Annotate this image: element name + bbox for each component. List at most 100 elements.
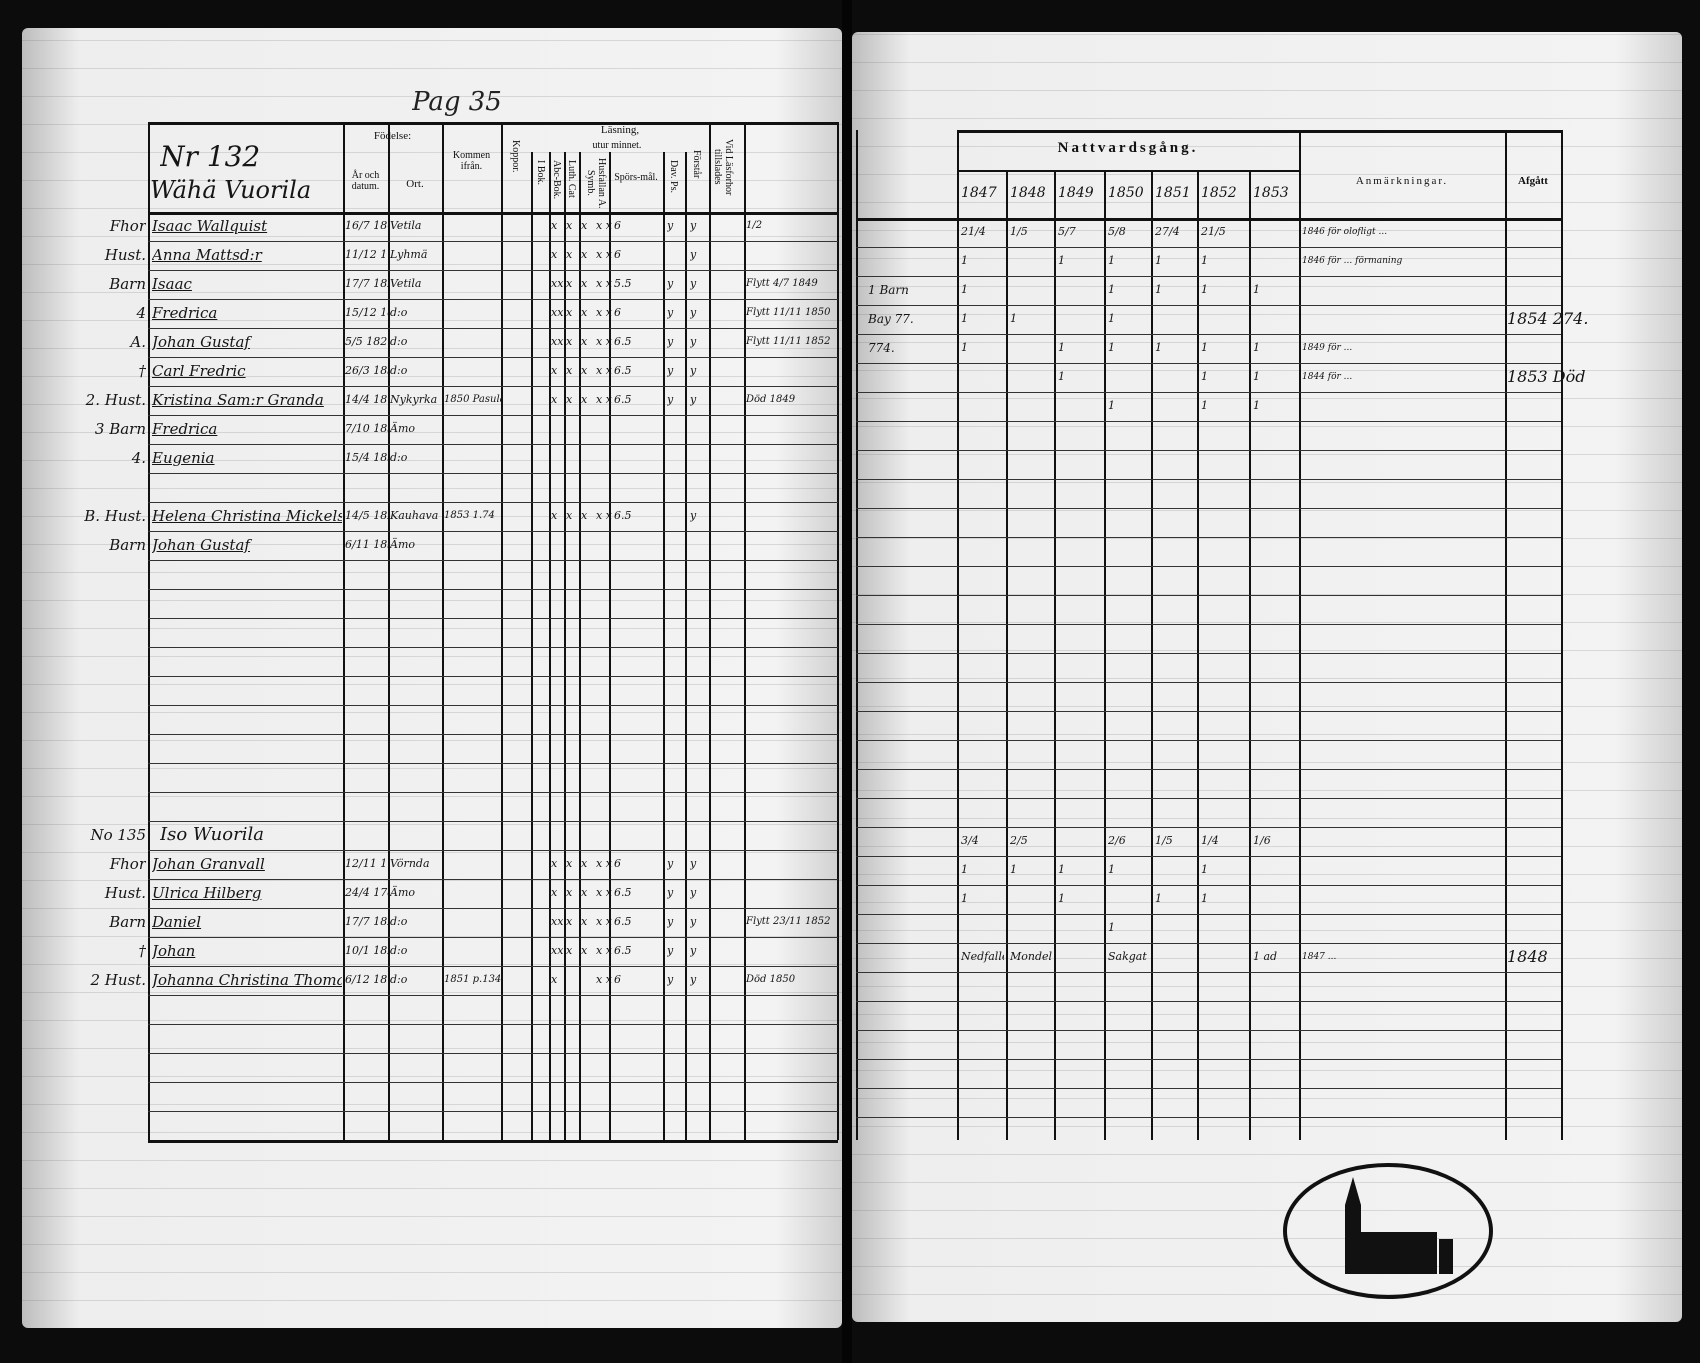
row-birth-place: Kauhava <box>390 509 439 522</box>
reading-mark: x <box>566 509 573 522</box>
row-role: Barn <box>109 536 146 554</box>
communion-mark <box>1155 392 1195 420</box>
reading-mark: x <box>551 886 558 899</box>
column-rule <box>1054 170 1056 1140</box>
reading-mark: 6 <box>614 248 621 261</box>
row-name: Ulrica Hilberg <box>152 884 262 902</box>
reading-mark: x <box>566 944 573 957</box>
header-sporsmal: Spörs-mål. <box>614 172 658 183</box>
row-rule <box>148 299 838 300</box>
row-name: Isaac Wallquist <box>152 217 268 235</box>
reading-mark: x <box>581 248 588 261</box>
row-name: Fredrica <box>152 420 218 438</box>
column-rule <box>957 130 959 1140</box>
row-from <box>444 212 501 240</box>
row-rule <box>856 885 1561 886</box>
row-rule <box>856 943 1561 944</box>
row-rule <box>856 450 1561 451</box>
row-rule <box>148 995 838 996</box>
communion-mark: 1 <box>1058 341 1065 354</box>
row-name <box>152 473 342 501</box>
reading-mark: 6.5 <box>614 335 632 348</box>
header-abc-bok: Abc-Bok. <box>551 160 562 200</box>
column-rule <box>1249 170 1251 1140</box>
row-rule <box>856 334 1561 335</box>
communion-mark <box>1201 943 1247 971</box>
row-rule <box>856 363 1561 364</box>
reading-mark: x <box>551 857 558 870</box>
row-rule <box>148 705 838 706</box>
row-birth-place: Nykyrka <box>390 393 438 406</box>
reading-mark <box>614 444 662 472</box>
row-role: 4 <box>136 304 146 322</box>
row-birth-date: 6/12 1814 <box>345 973 388 986</box>
row-from <box>444 415 501 443</box>
row-name: Johan Granvall <box>152 855 265 873</box>
communion-mark: 1/5 <box>1155 834 1173 847</box>
row-note <box>746 241 836 269</box>
header-husfallan: Husfallan A. Symb. <box>585 157 607 209</box>
row-rule <box>856 392 1561 393</box>
row-note: Flytt 4/7 1849 <box>746 278 818 289</box>
row-birth-date: 10/1 1824 <box>345 944 388 957</box>
communion-mark: 1 <box>1155 283 1162 296</box>
reading-mark: x x <box>596 364 612 377</box>
reading-mark: 6.5 <box>614 364 632 377</box>
row-rule <box>148 676 838 677</box>
reading-mark <box>690 531 708 559</box>
row-rule <box>148 502 838 503</box>
reading-mark: x <box>566 364 573 377</box>
communion-mark <box>1058 276 1102 304</box>
row-name: Johan <box>152 942 196 960</box>
row-rule <box>856 1030 1561 1031</box>
household-number: Nr 132 <box>160 140 261 173</box>
communion-mark: Sakgat mång Frälsperhet <box>1108 950 1149 963</box>
communion-mark: 1 <box>1058 892 1065 905</box>
row-role: Fhor <box>109 855 146 873</box>
row-note <box>746 531 836 559</box>
communion-mark <box>1010 885 1052 913</box>
communion-mark: 1 <box>1253 370 1260 383</box>
row-note <box>746 415 836 443</box>
row-note <box>746 444 836 472</box>
reading-mark: x <box>581 857 588 870</box>
communion-mark: 1 <box>1201 254 1208 267</box>
communion-mark <box>1253 247 1297 275</box>
row-note <box>746 473 836 501</box>
communion-mark: 5/7 <box>1058 225 1076 238</box>
reading-mark: xx <box>551 335 564 348</box>
row-birth-place: d:o <box>390 973 408 986</box>
margin-note: Bay 77. <box>868 312 914 326</box>
remark: 1847 ... <box>1302 952 1337 962</box>
row-from <box>444 908 501 936</box>
row-rule <box>148 1082 838 1083</box>
row-role: † <box>138 362 147 380</box>
reading-mark: x <box>551 248 558 261</box>
header-vid-lasforhor: Vid Läsforhor tillslades <box>712 138 734 196</box>
remark: 1846 för olofligt ... <box>1302 227 1388 237</box>
communion-mark <box>1201 914 1247 942</box>
remark <box>1302 885 1502 913</box>
communion-mark: 1 <box>1058 254 1065 267</box>
header-kommen-ifran: Kommen ifrån. <box>452 150 491 172</box>
reading-mark <box>596 444 614 472</box>
row-rule <box>856 305 1561 306</box>
reading-mark <box>667 444 685 472</box>
row-birth-date: 15/4 1853 <box>345 451 388 464</box>
departure-note <box>1507 885 1627 913</box>
column-rule <box>1006 170 1008 1140</box>
departure-note <box>1507 914 1627 942</box>
reading-mark: y <box>690 306 697 319</box>
reading-mark: x <box>566 335 573 348</box>
communion-mark: 1 <box>1058 863 1065 876</box>
reading-mark: y <box>667 393 674 406</box>
reading-mark: x x <box>596 248 612 261</box>
communion-mark: 1 <box>1108 863 1115 876</box>
communion-mark: 1 <box>1108 399 1115 412</box>
row-from: 1850 Pasula <box>444 394 501 405</box>
communion-mark <box>1155 914 1195 942</box>
communion-mark: 1 <box>1010 312 1017 325</box>
row-rule <box>856 479 1561 480</box>
row-rule <box>856 682 1561 683</box>
row-birth-place: Vetila <box>390 219 422 232</box>
